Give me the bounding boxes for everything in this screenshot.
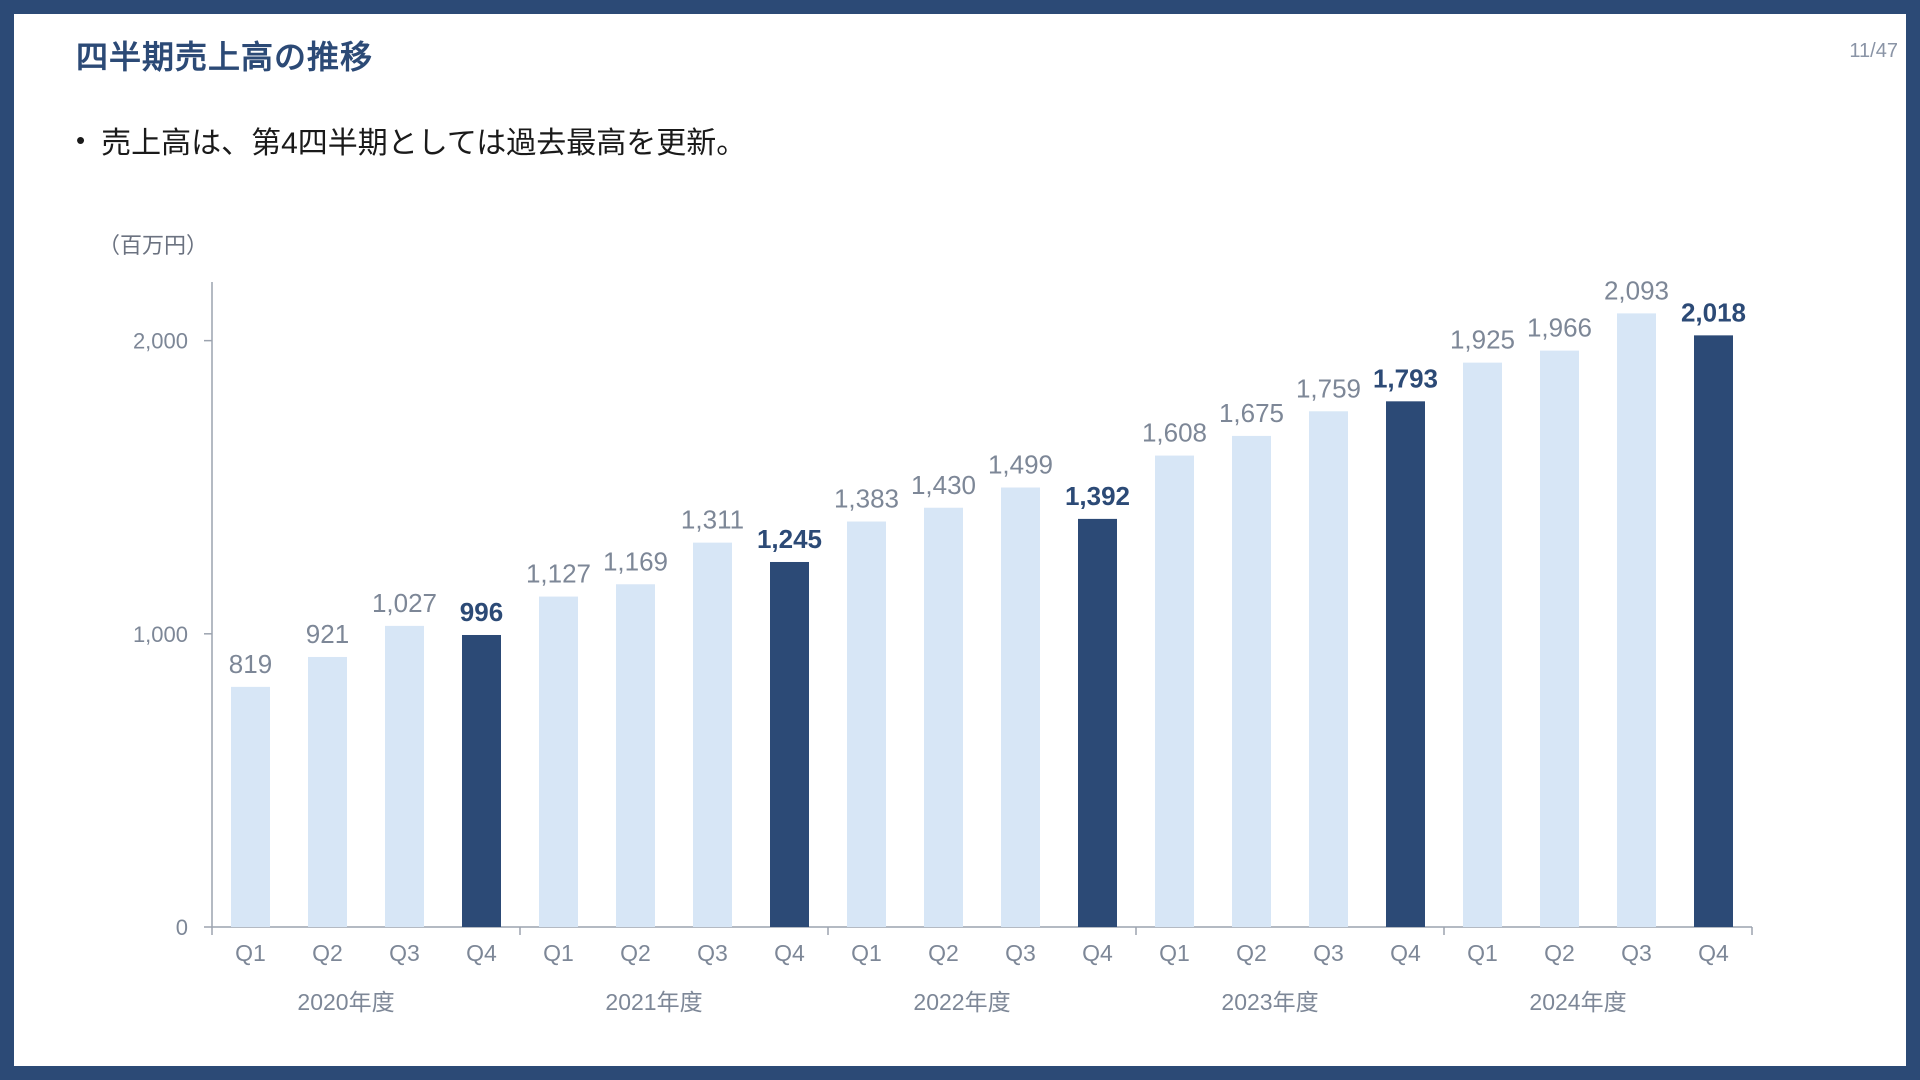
x-tick-label: Q2 bbox=[928, 940, 959, 966]
bar-value-label: 1,169 bbox=[603, 546, 668, 576]
bar-value-label: 996 bbox=[460, 597, 503, 627]
x-tick-label: Q2 bbox=[1544, 940, 1575, 966]
bar-value-label: 1,966 bbox=[1527, 313, 1592, 343]
bar-value-label: 2,018 bbox=[1681, 297, 1746, 327]
bar bbox=[1001, 487, 1040, 927]
x-tick-label: Q4 bbox=[774, 940, 805, 966]
bar bbox=[924, 507, 963, 927]
bar-value-label: 1,127 bbox=[526, 559, 591, 589]
x-tick-label: Q3 bbox=[697, 940, 728, 966]
y-tick-label: 2,000 bbox=[133, 329, 188, 354]
x-group-label: 2020年度 bbox=[297, 989, 394, 1015]
bar bbox=[231, 686, 270, 927]
x-tick-label: Q3 bbox=[389, 940, 420, 966]
x-group-label: 2024年度 bbox=[1529, 989, 1626, 1015]
bar bbox=[1155, 455, 1194, 927]
x-tick-label: Q3 bbox=[1313, 940, 1344, 966]
bar bbox=[385, 625, 424, 927]
x-tick-label: Q4 bbox=[466, 940, 497, 966]
bar-value-label: 1,759 bbox=[1296, 373, 1361, 403]
bar bbox=[770, 561, 809, 927]
bar-value-label: 1,027 bbox=[372, 588, 437, 618]
bar-value-label: 1,925 bbox=[1450, 325, 1515, 355]
bar bbox=[539, 596, 578, 927]
bar bbox=[308, 656, 347, 927]
y-axis-unit-label: （百万円） bbox=[98, 233, 209, 258]
bar bbox=[1309, 411, 1348, 927]
y-tick-label: 0 bbox=[176, 915, 188, 940]
bar-value-label: 819 bbox=[229, 649, 272, 679]
bar bbox=[1463, 362, 1502, 927]
x-tick-label: Q4 bbox=[1698, 940, 1729, 966]
bar bbox=[1232, 435, 1271, 927]
x-tick-label: Q2 bbox=[312, 940, 343, 966]
bar-value-label: 1,608 bbox=[1142, 418, 1207, 448]
bar bbox=[693, 542, 732, 927]
x-tick-label: Q1 bbox=[235, 940, 266, 966]
bar bbox=[616, 584, 655, 927]
x-tick-label: Q1 bbox=[543, 940, 574, 966]
bar-value-label: 1,311 bbox=[681, 505, 744, 535]
x-tick-label: Q1 bbox=[851, 940, 882, 966]
bar bbox=[1078, 518, 1117, 927]
bar-value-label: 1,245 bbox=[757, 524, 822, 554]
x-tick-label: Q4 bbox=[1390, 940, 1421, 966]
x-tick-label: Q4 bbox=[1082, 940, 1113, 966]
x-tick-label: Q2 bbox=[620, 940, 651, 966]
bar-value-label: 1,392 bbox=[1065, 481, 1130, 511]
bullet-point: • 売上高は、第4四半期としては過去最高を更新。 bbox=[76, 118, 746, 162]
bar-value-label: 1,499 bbox=[988, 450, 1053, 480]
x-tick-label: Q1 bbox=[1467, 940, 1498, 966]
x-tick-label: Q3 bbox=[1005, 940, 1036, 966]
bar bbox=[1617, 313, 1656, 927]
bar bbox=[462, 634, 501, 927]
x-group-label: 2022年度 bbox=[913, 989, 1010, 1015]
x-tick-label: Q1 bbox=[1159, 940, 1190, 966]
x-tick-label: Q3 bbox=[1621, 940, 1652, 966]
page-title: 四半期売上高の推移 bbox=[76, 39, 374, 75]
bar bbox=[847, 521, 886, 927]
page-number: 11/47 bbox=[1849, 40, 1898, 62]
y-tick-label: 1,000 bbox=[133, 622, 188, 647]
bar-value-label: 921 bbox=[306, 619, 349, 649]
bullet-text: 売上高は、第4四半期としては過去最高を更新。 bbox=[101, 127, 747, 160]
bar bbox=[1694, 335, 1733, 927]
x-tick-label: Q2 bbox=[1236, 940, 1267, 966]
bar-value-label: 1,675 bbox=[1219, 398, 1284, 428]
bar bbox=[1540, 350, 1579, 927]
x-group-label: 2021年度 bbox=[605, 989, 702, 1015]
bar-value-label: 1,383 bbox=[834, 484, 899, 514]
bar-value-label: 1,793 bbox=[1373, 363, 1438, 393]
bar bbox=[1386, 401, 1425, 927]
bar-value-label: 1,430 bbox=[911, 470, 976, 500]
bar-value-label: 2,093 bbox=[1604, 275, 1669, 305]
bullet-dot-icon: • bbox=[76, 124, 86, 155]
x-group-label: 2023年度 bbox=[1221, 989, 1318, 1015]
